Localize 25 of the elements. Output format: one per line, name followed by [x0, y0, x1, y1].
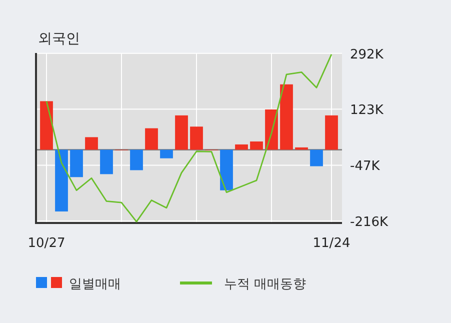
legend-label: 누적 매매동향 — [224, 277, 306, 292]
chart-title: 외국인 — [38, 31, 80, 47]
bar — [100, 150, 113, 174]
legend-label: 일별매매 — [69, 277, 121, 292]
bar — [55, 150, 68, 212]
bar — [250, 141, 263, 150]
bar — [280, 84, 293, 150]
x-tick-label: 10/27 — [28, 236, 66, 251]
bar — [310, 150, 323, 166]
y-tick-label: -216K — [350, 215, 389, 230]
bar — [130, 150, 143, 170]
x-tick-label: 11/24 — [312, 236, 350, 251]
bar — [235, 144, 248, 150]
bar — [40, 101, 53, 150]
y-tick-label: 292K — [350, 47, 384, 62]
y-tick-label: -47K — [350, 159, 380, 174]
bar — [175, 115, 188, 150]
bar — [220, 150, 233, 190]
bar — [190, 126, 203, 150]
y-tick-label: 123K — [350, 103, 384, 118]
bar — [85, 137, 98, 150]
bar — [70, 150, 83, 178]
bar — [160, 150, 173, 158]
bar — [325, 115, 338, 150]
bar — [145, 128, 158, 150]
